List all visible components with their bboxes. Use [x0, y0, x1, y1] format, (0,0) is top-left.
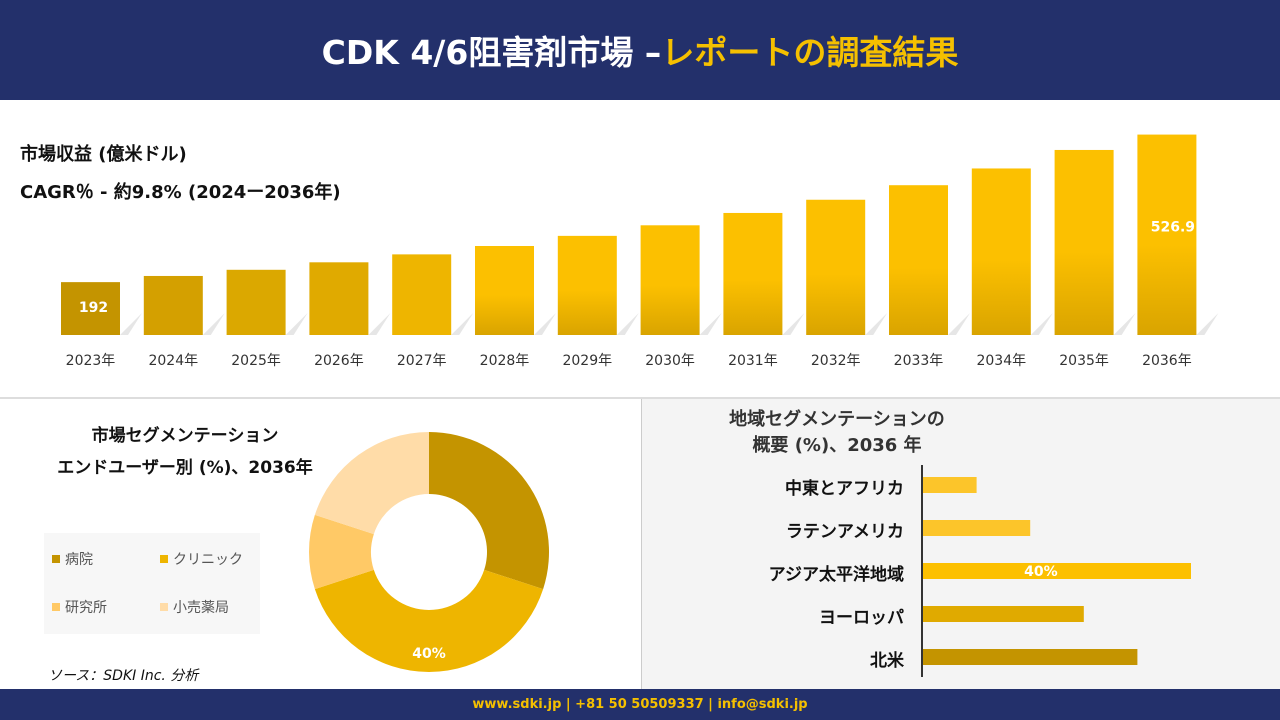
region-title-2: 概要 (%)、2036 年	[752, 435, 922, 456]
bar-2025年	[226, 269, 286, 335]
legend-item: 研究所	[52, 597, 107, 617]
bar-ヨーロッパ	[923, 606, 1084, 622]
bar-ラテンアメリカ	[923, 520, 1031, 536]
region-title-1: 地域セグメンテーションの	[729, 409, 945, 430]
legend-item: クリニック	[160, 549, 243, 569]
bar-shadow	[120, 313, 142, 335]
x-tick-label: 2033年	[894, 353, 944, 369]
bar-shadow	[865, 313, 888, 335]
bar-2029年	[557, 235, 617, 335]
bar-2033年	[889, 185, 948, 335]
x-tick-label: 2034年	[976, 353, 1026, 369]
bar-2028年	[475, 246, 534, 335]
region-label: アジア太平洋地域	[768, 565, 904, 585]
region-label: 中東とアフリカ	[785, 479, 904, 499]
bar-shadow	[782, 313, 805, 335]
end-user-segment-section: 市場セグメンテーション エンドユーザー別 (%)、2036年 病院 クリニック研究…	[0, 399, 640, 689]
revenue-chart-section: 2023年 192 2024年 2025年 2026年 2027年 2028年 2029年 20…	[0, 100, 1280, 397]
footer-contact: www.sdki.jp | +81 50 50509337 | info@sdk…	[472, 697, 808, 712]
bar-shadow	[534, 313, 556, 335]
donut-slice-小売薬局	[314, 432, 429, 535]
bar-shadow	[1196, 313, 1219, 335]
donut-legend: 病院 クリニック研究所 小売薬局	[44, 533, 260, 634]
bar-shadow	[1030, 313, 1053, 335]
title-highlight: レポートの調査結果	[661, 33, 959, 72]
donut-slice-クリニック	[314, 569, 544, 672]
segment-title-1: 市場セグメンテーション	[91, 426, 279, 446]
bar-2031年	[723, 212, 783, 335]
bar-2030年	[640, 225, 700, 335]
bar-2027年	[392, 254, 452, 335]
x-tick-label: 2035年	[1059, 353, 1109, 369]
legend-label: クリニック	[173, 552, 243, 568]
x-tick-label: 2025年	[231, 353, 281, 369]
bar-2026年	[309, 262, 369, 335]
revenue-bar-chart: 2023年 192 2024年 2025年 2026年 2027年 2028年 2029年 20…	[61, 134, 1219, 369]
legend-item: 病院	[52, 549, 93, 569]
donut-slice-病院	[429, 432, 549, 590]
x-tick-label: 2028年	[480, 353, 530, 369]
x-tick-label: 2023年	[66, 353, 116, 369]
legend-swatch	[160, 603, 168, 611]
bar-shadow	[699, 313, 722, 335]
divider	[0, 397, 1280, 399]
bar-shadow	[368, 313, 391, 335]
source-note: ソース：SDKI Inc. 分析	[48, 668, 199, 684]
legend-label: 小売薬局	[173, 600, 229, 616]
footer: www.sdki.jp | +81 50 50509337 | info@sdk…	[0, 689, 1280, 720]
bar-2034年	[971, 168, 1031, 335]
x-tick-label: 2036年	[1142, 353, 1192, 369]
legend-item: 小売薬局	[160, 597, 229, 617]
bar-shadow	[451, 313, 474, 335]
bar-shadow	[202, 313, 225, 335]
revenue-title: 市場収益 (億米ドル)	[20, 144, 187, 165]
x-tick-label: 2031年	[728, 353, 778, 369]
bar-shadow	[1113, 313, 1136, 335]
title-main: CDK 4/6阻害剤市場 –	[321, 33, 662, 72]
bar-2024年	[143, 275, 203, 335]
legend-swatch	[160, 555, 168, 563]
region-label: 北米	[870, 651, 904, 671]
bar-2036年	[1137, 134, 1197, 335]
legend-swatch	[52, 603, 60, 611]
x-tick-label: 2032年	[811, 353, 861, 369]
data-label: 40%	[1024, 564, 1058, 580]
bar-北米	[923, 649, 1138, 665]
region-label: ヨーロッパ	[819, 608, 904, 628]
x-tick-label: 2026年	[314, 353, 364, 369]
bar-中東とアフリカ	[923, 477, 977, 493]
x-tick-label: 2030年	[645, 353, 695, 369]
bar-2023年	[61, 282, 120, 335]
data-label: 526.9	[1151, 220, 1195, 236]
legend-label: 病院	[65, 552, 93, 568]
bar-2035年	[1054, 149, 1114, 335]
cagr-text: CAGR％ - 約9.8% (2024ー2036年)	[20, 182, 341, 203]
x-tick-label: 2027年	[397, 353, 447, 369]
bar-shadow	[948, 313, 970, 335]
x-tick-label: 2029年	[562, 353, 612, 369]
region-segment-section: 地域セグメンテーションの 概要 (%)、2036 年 中東とアフリカ ラテンアメリ…	[641, 399, 1280, 689]
donut-slice-研究所	[309, 514, 374, 590]
legend-label: 研究所	[65, 600, 107, 616]
region-label: ラテンアメリカ	[785, 522, 904, 542]
header-banner: CDK 4/6阻害剤市場 – レポートの調査結果	[0, 0, 1280, 100]
legend-swatch	[52, 555, 60, 563]
data-label: 192	[79, 300, 108, 316]
bar-2032年	[806, 199, 866, 335]
bar-アジア太平洋地域	[923, 563, 1191, 579]
bar-shadow	[616, 313, 639, 335]
bar-shadow	[285, 313, 308, 335]
segment-title-2: エンドユーザー別 (%)、2036年	[57, 458, 313, 478]
x-tick-label: 2024年	[148, 353, 198, 369]
region-bar-chart: 40%	[921, 465, 1191, 677]
data-label: 40%	[412, 646, 446, 662]
